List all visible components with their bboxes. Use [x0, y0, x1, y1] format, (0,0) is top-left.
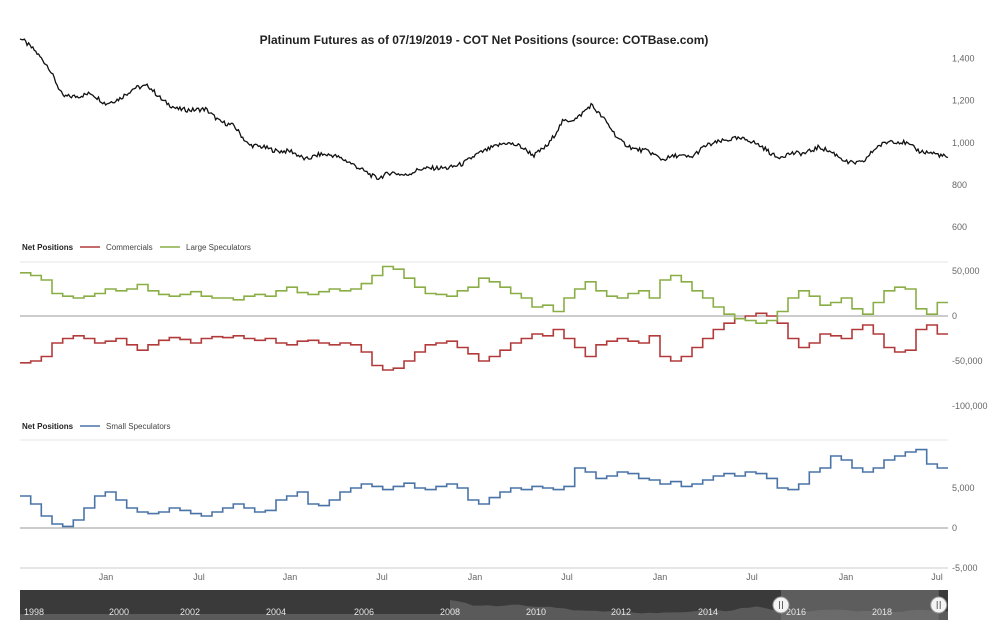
navigator-year-label: 2006: [354, 607, 374, 617]
series-line-large-speculators: [20, 265, 948, 324]
legend-net-positions: Net Positions Commercials Large Speculat…: [22, 243, 251, 252]
navigator-year-label: 2010: [526, 607, 546, 617]
price-y-tick: 1,400: [952, 54, 975, 64]
navigator-year-label: 2002: [180, 607, 200, 617]
navigator-year-label: 2008: [440, 607, 460, 617]
x-tick-label: Jan: [653, 572, 668, 582]
navigator-selection[interactable]: [781, 590, 939, 620]
navigator-year-label: 2014: [698, 607, 718, 617]
x-tick-label: Jul: [746, 572, 758, 582]
legend-item-small-speculators[interactable]: Small Speculators: [106, 422, 170, 431]
x-tick-label: Jan: [99, 572, 114, 582]
chart-title: Platinum Futures as of 07/19/2019 - COT …: [260, 33, 709, 47]
legend-item-commercials[interactable]: Commercials: [106, 243, 153, 252]
x-tick-label: Jul: [561, 572, 573, 582]
navigator-year-label: 2016: [786, 607, 806, 617]
navigator[interactable]: 1998 2000 2002 2004 2006 2008 2010 2012 2014 2016…: [20, 590, 948, 620]
price-y-tick: 1,200: [952, 96, 975, 106]
net-y-tick: -50,000: [952, 356, 983, 366]
x-tick-label: Jul: [193, 572, 205, 582]
navigator-year-label: 2000: [109, 607, 129, 617]
net-y-tick: 0: [952, 311, 957, 321]
x-tick-label: Jan: [283, 572, 298, 582]
legend-small-speculators: Net Positions Small Speculators: [22, 422, 170, 431]
price-panel: 1,400 1,200 1,000 800 600: [19, 38, 975, 232]
navigator-year-label: 1998: [24, 607, 44, 617]
x-tick-label: Jan: [468, 572, 483, 582]
series-line-commercials: [20, 312, 948, 371]
navigator-year-label: 2012: [611, 607, 631, 617]
small-y-tick: 5,000: [952, 483, 975, 493]
price-y-tick: 600: [952, 222, 967, 232]
series-line-small-speculators: [20, 448, 948, 528]
small-y-tick: -5,000: [952, 563, 978, 573]
navigator-handle-left[interactable]: [772, 596, 790, 614]
small-speculators-panel: 5,000 0 -5,000 Jan Jul Jan Jul Jan Jul Jan Jul Jan J…: [20, 439, 978, 582]
navigator-area: [20, 600, 948, 620]
net-positions-panel: 50,000 0 -50,000 -100,000: [20, 261, 988, 411]
x-tick-label: Jul: [931, 572, 943, 582]
navigator-handle-right[interactable]: [930, 596, 948, 614]
net-y-tick: 50,000: [952, 266, 980, 276]
navigator-year-label: 2004: [266, 607, 286, 617]
price-y-tick: 800: [952, 180, 967, 190]
x-tick-label: Jul: [376, 572, 388, 582]
legend-title: Net Positions: [22, 243, 74, 252]
navigator-year-label: 2018: [872, 607, 892, 617]
legend-title: Net Positions: [22, 422, 74, 431]
price-line: [19, 38, 949, 181]
legend-item-large-speculators[interactable]: Large Speculators: [186, 243, 251, 252]
net-y-tick: -100,000: [952, 401, 988, 411]
small-y-tick: 0: [952, 523, 957, 533]
price-y-tick: 1,000: [952, 138, 975, 148]
x-tick-label: Jan: [839, 572, 854, 582]
